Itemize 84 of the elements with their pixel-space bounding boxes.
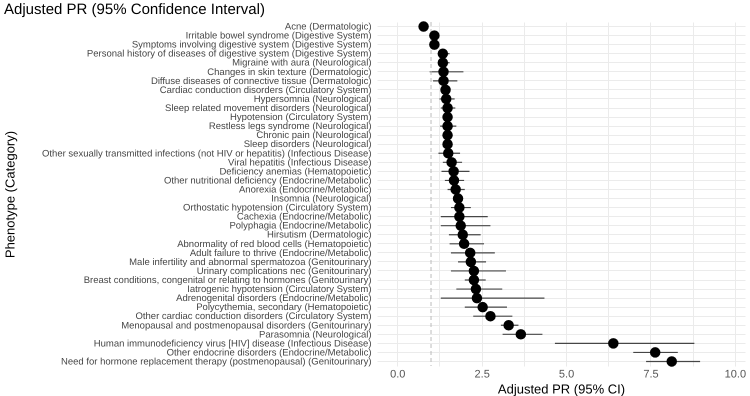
point [468,266,480,276]
y-tick-label: Restless legs syndrome (Neurological) [208,121,372,132]
point [429,39,440,50]
y-tick-label: Adult failure to thrive (Endocrine/Metabolic) [190,248,372,259]
x-tick-label: 7.5 [643,368,659,380]
point [442,138,453,150]
point [438,48,448,59]
point [472,292,482,304]
point [438,76,449,86]
point [440,94,452,104]
point [477,302,488,312]
y-tick-label: Deficiency anemias (Hematopoietic) [219,166,372,178]
y-tick-label: Diffuse diseases of connective tissue (Dermatologic) [150,76,372,87]
point [446,157,457,168]
point [442,130,453,140]
x-tick-label: 10.0 [724,368,746,380]
point [450,184,461,195]
y-axis-title: Phenotype (Category) [2,130,18,258]
point [455,220,466,231]
point [470,284,482,294]
point [458,238,470,250]
y-tick-label: Other sexually transmitted infections (not HIV or hepatitis) (Infectious Disease) [42,148,372,160]
point [650,347,660,358]
point [448,166,459,177]
y-tick-label: Polycythemia, secondary (Hematopoietic) [196,302,372,314]
y-tick-label: Changes in skin texture (Dermatologic) [207,66,372,78]
y-tick-label: Viral hepatitis (Infectious Disease) [228,157,372,168]
point [452,193,464,204]
point [468,274,480,286]
point [666,356,677,367]
x-tick-label: 2.5 [474,368,490,380]
y-tick-label: Breast conditions, congenital or relating to hormones (Genitourinary) [84,275,372,286]
y-tick-label: Personal history of diseases of digestive system (Digestive System) [86,48,372,60]
point [466,256,476,268]
y-tick-label: Sleep disorders (Neurological) [244,139,372,150]
y-tick-label: Cachexia (Endocrine/Metabolic) [236,212,372,223]
y-tick-label: Insomnia (Neurological) [271,194,372,205]
point [608,338,619,349]
point [440,84,451,96]
y-tick-label: Human immunodeficiency virus [HIV] disease (Infectious Disease) [94,338,372,350]
y-tick-label: Parasomnia (Neurological) [259,329,372,340]
y-tick-label: Other nutritional deficiency (Endocrine/Metabolic) [164,175,372,186]
point [442,148,454,158]
y-tick-label: Other cardiac conduction disorders (Circulatory System) [135,311,372,322]
y-tick-label: Adrenogenital disorders (Endocrine/Metabolic) [176,293,372,304]
point [442,102,453,114]
point [454,211,465,222]
y-tick-label: Polyphagia (Endocrine/Metabolic) [229,220,372,232]
point [454,202,465,213]
y-tick-label: Orthostatic hypotension (Circulatory System) [183,202,372,214]
y-tick-label: Migraine with aura (Neurological) [232,58,372,69]
y-tick-label: Other endocrine disorders (Endocrine/Metabolic) [166,347,372,358]
point [448,175,460,186]
y-tick-label: Symptoms involving digestive system (Digestive System) [132,40,372,51]
point [464,248,476,258]
point [438,58,448,68]
y-tick-label: Cardiac conduction disorders (Circulatory System) [160,84,372,96]
y-tick-label: Male infertility and abnormal spermatozoa (Genitourinary) [129,256,372,268]
point [458,230,468,240]
point [503,320,514,330]
x-tick-label: 0.0 [390,368,406,380]
y-tick-label: Sleep related movement disorders (Neurological) [165,103,372,114]
y-tick-label: Acne (Dermatologic) [284,22,372,33]
x-tick-label: 5.0 [558,368,574,380]
y-tick-label: Irritable bowel syndrome (Digestive System) [186,30,372,42]
point [438,66,449,78]
y-tick-label: Anorexia (Endocrine/Metabolic) [238,184,372,196]
y-tick-label: Need for hormone replacement therapy (postmenopausal) (Genitourinary) [61,356,372,368]
y-tick-label: Chronic pain (Neurological) [256,130,372,142]
point [442,112,453,122]
y-tick-label: Urinary complications nec (Genitourinary) [196,266,372,277]
y-tick-label: Menopausal and postmenopausal disorders (Genitourinary) [121,320,372,332]
point [418,21,429,32]
x-axis-title: Adjusted PR (95% CI) [498,382,626,396]
text: Adjusted PR (95% Confidence Interval) [4,1,265,18]
y-tick-label: Hypotension (Circulatory System) [230,112,372,124]
y-tick-label: Abnormality of red blood cells (Hematopoietic) [177,238,372,250]
y-tick-label: Hirsutism (Dermatologic) [266,230,372,241]
y-tick-label: Iatrogenic hypotension (Circulatory System) [187,284,372,296]
point [429,30,440,41]
y-tick-label: Hypersomnia (Neurological) [254,94,372,105]
point [485,310,496,322]
point [442,120,453,132]
point [516,329,526,340]
